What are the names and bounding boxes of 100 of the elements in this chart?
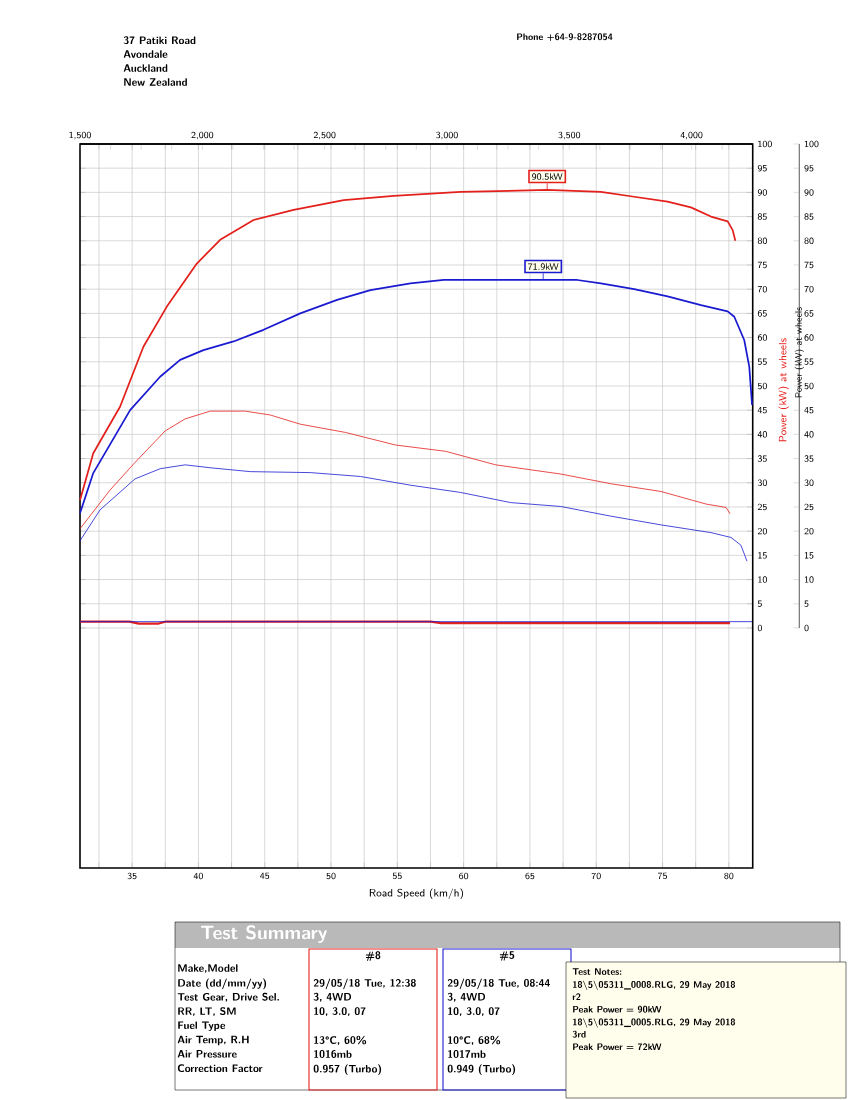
x2-tick-label: 4,000 — [680, 131, 703, 140]
y2-tick-label: 20 — [804, 527, 814, 535]
text: 13°C, 60% — [314, 1035, 367, 1045]
text: 3rd — [572, 1030, 586, 1038]
y2-axis-title: Power (kW) at wheels — [794, 307, 804, 398]
y-tick-label: 65 — [757, 310, 767, 317]
text: Air Temp, R.H — [177, 1035, 249, 1046]
text: 10, 3.0, 07 — [314, 1007, 366, 1016]
y-tick-label: 10 — [758, 576, 767, 583]
x-tick-label: 65 — [525, 872, 535, 880]
y2-tick-label: 80 — [804, 237, 814, 245]
y-tick-label: 30 — [757, 479, 767, 487]
x2-tick-label: 3,500 — [558, 131, 581, 140]
y-tick-label: 35 — [757, 455, 767, 462]
y2-tick-label: 5 — [804, 600, 809, 607]
text: #8 — [365, 951, 381, 961]
text: 1017mb — [448, 1050, 486, 1058]
x-tick-label: 55 — [392, 872, 402, 880]
x2-tick-label: 3,000 — [436, 131, 458, 140]
line-series — [79, 410, 731, 530]
annotation: 90.5kW — [532, 173, 563, 180]
text: 18\5\05311_0005.RLG, 29 May 2018 — [572, 1018, 736, 1028]
text: Test Gear, Drive Sel. — [177, 992, 279, 1002]
text: 0.949 (Turbo) — [447, 1064, 516, 1076]
text: 10°C, 68% — [448, 1035, 501, 1045]
y2-tick-label: 90 — [804, 189, 814, 196]
text: Fuel Type — [178, 1021, 226, 1032]
x2-tick-label: 2,000 — [191, 131, 214, 140]
text: Date (dd/mm/yy) — [178, 978, 267, 990]
y-tick-label: 20 — [757, 527, 767, 535]
x-tick-label: 80 — [724, 872, 734, 880]
text: Auckland — [123, 64, 168, 72]
y2-tick-label: 30 — [804, 479, 814, 487]
text: 3, 4WD — [447, 992, 486, 1002]
y-tick-label: 15 — [758, 552, 767, 559]
y2-tick-label: 40 — [804, 431, 814, 438]
text: r2 — [572, 993, 581, 1000]
y-tick-label: 80 — [757, 237, 767, 245]
text: 29/05/18 Tue, 12:38 — [313, 978, 416, 990]
y-tick-label: 95 — [757, 164, 767, 172]
y2-tick-label: 55 — [804, 358, 814, 365]
y-tick-label: 100 — [758, 140, 772, 148]
y2-tick-label: 100 — [804, 140, 819, 148]
x-tick-label: 70 — [591, 872, 601, 880]
text: Air Pressure — [177, 1050, 237, 1058]
y2-tick-label: 50 — [804, 382, 814, 390]
y-axis-title: Power (kW) at wheels — [778, 338, 789, 442]
text: Make,Model — [178, 964, 238, 973]
y2-tick-label: 60 — [804, 334, 814, 341]
text: 0.957 (Turbo) — [313, 1064, 382, 1076]
text: RR, LT, SM — [178, 1007, 236, 1016]
y2-tick-label: 25 — [804, 503, 814, 511]
y-tick-label: 90 — [757, 189, 767, 196]
x-tick-label: 35 — [127, 872, 137, 880]
x-tick-label: 75 — [658, 872, 667, 880]
text: Phone +64-9-8287054 — [517, 33, 613, 42]
y-tick-label: 5 — [757, 600, 762, 607]
y2-tick-label: 10 — [804, 576, 814, 583]
y-tick-label: 55 — [757, 358, 767, 365]
text: Avondale — [123, 50, 168, 58]
y-tick-label: 85 — [757, 213, 767, 220]
text: Peak Power = 90kW — [573, 1005, 662, 1013]
y2-tick-label: 35 — [804, 455, 814, 462]
x-axis-title: Road Speed (km/h) — [369, 888, 463, 900]
y-tick-label: 60 — [757, 334, 767, 341]
text: #5 — [499, 951, 515, 961]
y2-tick-label: 15 — [804, 552, 814, 559]
y-tick-label: 50 — [757, 382, 767, 390]
x2-tick-label: 2,500 — [313, 131, 336, 140]
text: 37 Patiki Road — [123, 36, 196, 45]
line-series — [79, 464, 748, 562]
y2-tick-label: 65 — [804, 310, 814, 317]
y2-tick-label: 70 — [804, 285, 814, 293]
y-tick-label: 75 — [757, 261, 767, 269]
x-tick-label: 60 — [459, 872, 469, 880]
y-tick-label: 45 — [757, 407, 767, 414]
text: 10, 3.0, 07 — [448, 1007, 500, 1016]
text: 1016mb — [314, 1050, 352, 1058]
text: Peak Power = 72kW — [573, 1043, 662, 1051]
text: 3, 4WD — [313, 992, 352, 1002]
y2-tick-label: 85 — [804, 213, 814, 220]
x-tick-label: 50 — [326, 872, 336, 880]
text: Test Notes: — [572, 968, 622, 975]
annotation: 71.9kW — [528, 263, 559, 270]
y-tick-label: 40 — [757, 431, 767, 438]
x2-tick-label: 1,500 — [69, 131, 91, 140]
text: 29/05/18 Tue, 08:44 — [447, 978, 550, 990]
x-tick-label: 45 — [260, 872, 270, 880]
y2-tick-label: 0 — [804, 624, 809, 632]
y-tick-label: 25 — [757, 503, 767, 511]
x-tick-label: 40 — [193, 872, 203, 880]
text: 18\5\05311_0008.RLG, 29 May 2018 — [572, 980, 736, 991]
y2-tick-label: 75 — [804, 261, 814, 269]
y2-tick-label: 45 — [804, 407, 814, 414]
y-tick-label: 70 — [757, 285, 767, 293]
text: New Zealand — [124, 78, 187, 86]
text: Test Summary — [201, 925, 327, 943]
y-tick-label: 0 — [757, 624, 762, 632]
text: Correction Factor — [177, 1064, 263, 1073]
y2-tick-label: 95 — [804, 164, 814, 172]
